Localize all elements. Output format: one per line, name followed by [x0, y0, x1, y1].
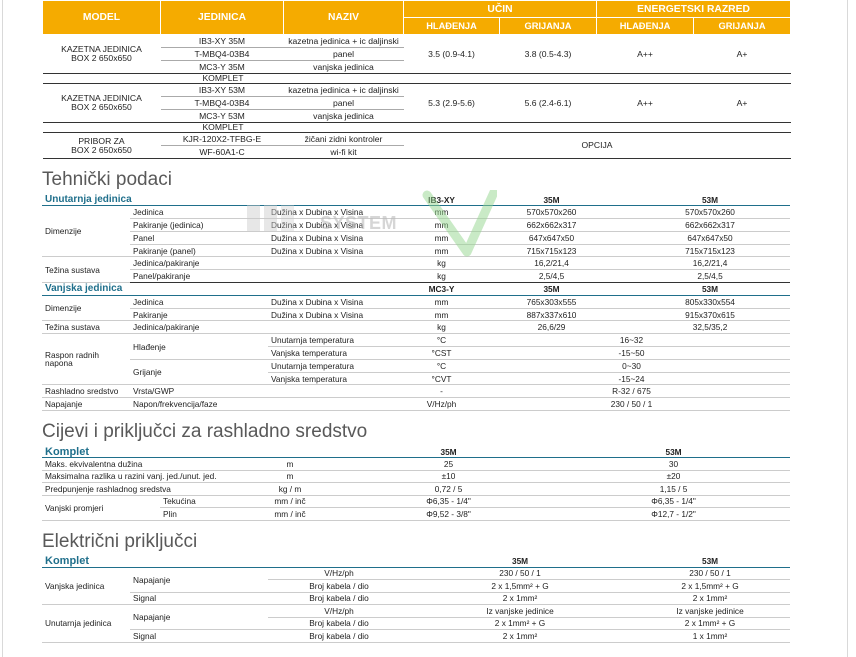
svg-text:SYSTEM: SYSTEM — [320, 213, 397, 233]
